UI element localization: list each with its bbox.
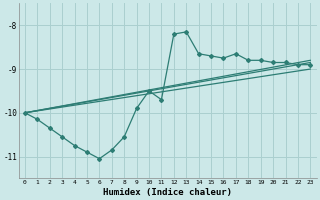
X-axis label: Humidex (Indice chaleur): Humidex (Indice chaleur)	[103, 188, 232, 197]
